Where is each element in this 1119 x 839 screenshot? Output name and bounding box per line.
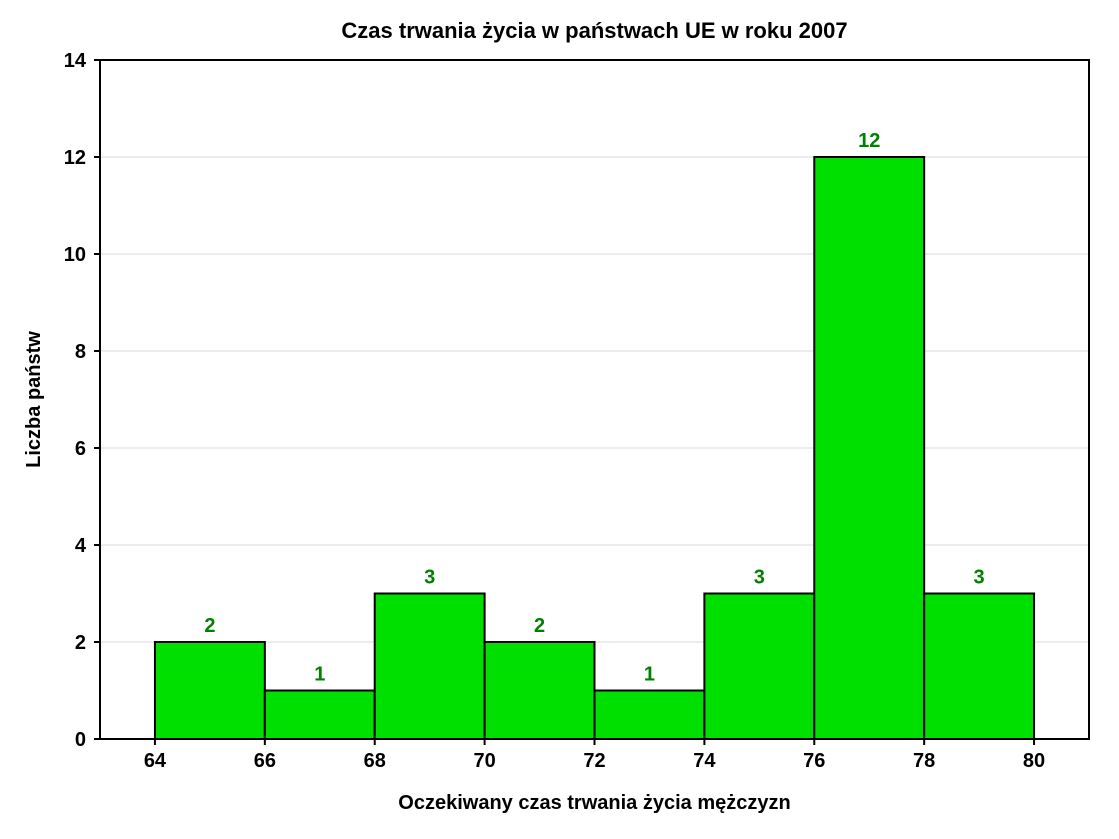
y-tick-label: 4 bbox=[75, 535, 87, 557]
histogram-bar bbox=[155, 642, 265, 739]
bar-value-label: 12 bbox=[858, 130, 880, 152]
y-axis-label: Liczba państw bbox=[23, 331, 45, 468]
y-tick-label: 6 bbox=[75, 438, 86, 460]
histogram-bar bbox=[814, 157, 924, 739]
bar-value-label: 3 bbox=[424, 567, 435, 589]
histogram-bar bbox=[704, 594, 814, 740]
bar-value-label: 2 bbox=[534, 615, 545, 637]
chart-svg: 21321312364666870727476788002468101214Oc… bbox=[0, 0, 1119, 839]
histogram-bar bbox=[485, 642, 595, 739]
histogram-bar bbox=[375, 594, 485, 740]
x-tick-label: 72 bbox=[583, 750, 605, 772]
x-tick-label: 66 bbox=[254, 750, 276, 772]
y-tick-label: 0 bbox=[75, 729, 86, 751]
bar-value-label: 3 bbox=[974, 567, 985, 589]
histogram-bar bbox=[924, 594, 1034, 740]
bar-value-label: 1 bbox=[644, 664, 655, 686]
bar-value-label: 3 bbox=[754, 567, 765, 589]
x-tick-label: 80 bbox=[1023, 750, 1045, 772]
histogram-bar bbox=[595, 691, 705, 740]
y-tick-label: 2 bbox=[75, 632, 86, 654]
x-tick-label: 76 bbox=[803, 750, 825, 772]
histogram-bar bbox=[265, 691, 375, 740]
chart-title: Czas trwania życia w państwach UE w roku… bbox=[341, 18, 847, 43]
y-tick-label: 8 bbox=[75, 341, 86, 363]
y-tick-label: 14 bbox=[64, 50, 87, 72]
y-tick-label: 10 bbox=[64, 244, 86, 266]
x-tick-label: 64 bbox=[144, 750, 167, 772]
x-tick-label: 74 bbox=[693, 750, 716, 772]
x-axis-label: Oczekiwany czas trwania życia mężczyzn bbox=[398, 792, 790, 814]
x-tick-label: 78 bbox=[913, 750, 935, 772]
bar-value-label: 2 bbox=[204, 615, 215, 637]
bar-value-label: 1 bbox=[314, 664, 325, 686]
x-tick-label: 70 bbox=[473, 750, 495, 772]
histogram-chart: 21321312364666870727476788002468101214Oc… bbox=[0, 0, 1119, 839]
x-tick-label: 68 bbox=[364, 750, 386, 772]
y-tick-label: 12 bbox=[64, 147, 86, 169]
